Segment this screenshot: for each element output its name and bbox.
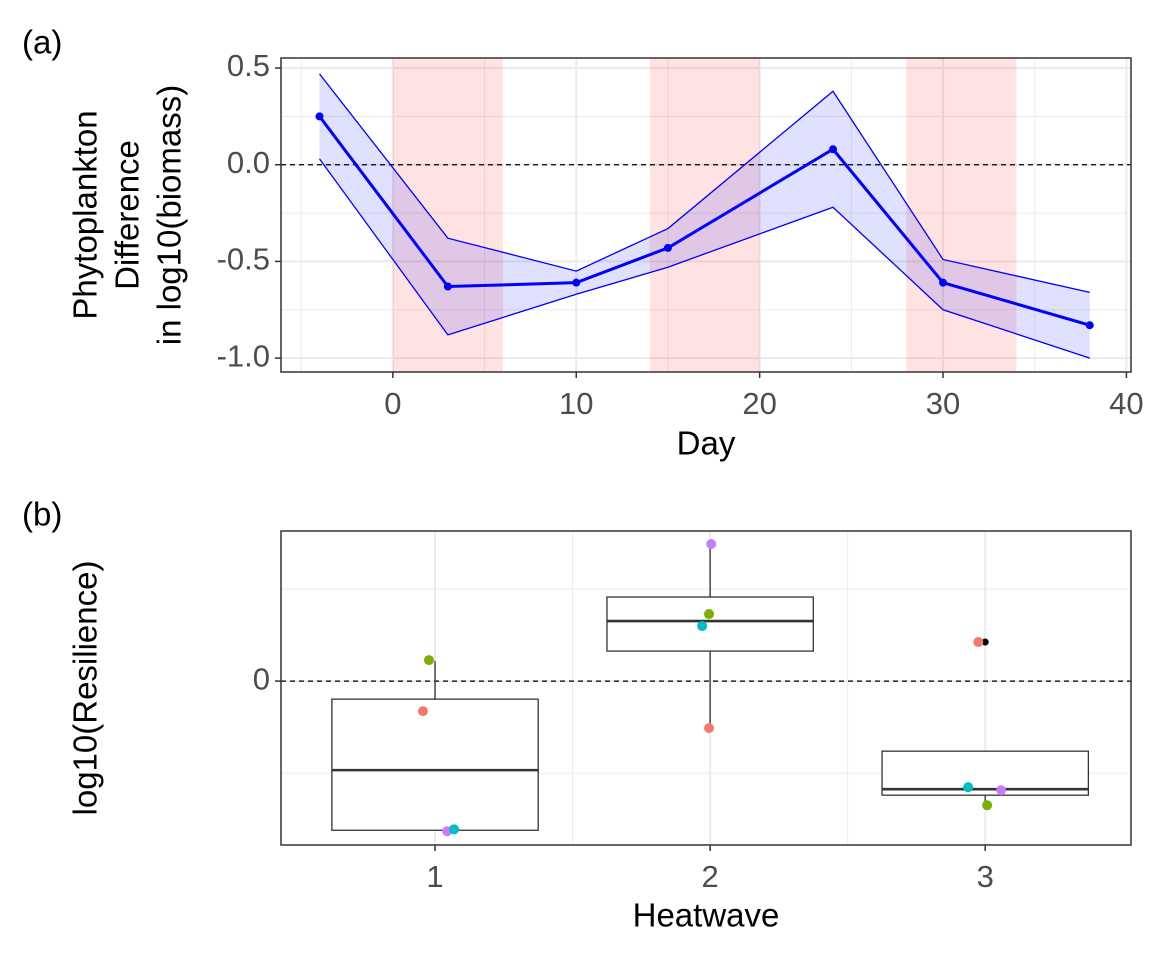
point — [973, 637, 984, 648]
mean-point — [663, 243, 672, 252]
mean-point — [828, 145, 837, 154]
point — [996, 785, 1007, 796]
mean-point — [315, 112, 324, 121]
mean-point — [1085, 321, 1094, 330]
y-axis-title: Difference — [109, 140, 146, 290]
heatwave-shade — [906, 58, 1017, 372]
x-tick-label: 1 — [426, 859, 443, 894]
point — [423, 655, 434, 666]
x-tick-label: 10 — [559, 386, 593, 421]
y-tick-label: 0.0 — [227, 145, 270, 180]
point — [449, 824, 460, 835]
y-axis-title: Phytoplankton — [67, 110, 104, 319]
box — [606, 596, 814, 652]
y-tick-label: 0 — [253, 661, 270, 696]
point — [963, 782, 974, 793]
panel-border — [280, 530, 1132, 846]
point — [704, 609, 715, 620]
x-tick-label: 40 — [1109, 386, 1143, 421]
y-tick-label: -0.5 — [217, 242, 270, 277]
confidence-band — [319, 73, 1090, 359]
panel: (b) 1 2 3 0 Heatwave log10(Resilience) — [22, 496, 1132, 934]
mean-point — [443, 282, 452, 291]
band-edge — [318, 73, 1090, 293]
x-tick-label: 20 — [742, 386, 776, 421]
panel-border — [280, 57, 1132, 373]
mean-point — [572, 278, 581, 287]
mean-point — [939, 278, 948, 287]
point — [417, 706, 428, 717]
point — [697, 621, 708, 632]
x-tick-label: 30 — [926, 386, 960, 421]
x-axis-title: Heatwave — [633, 897, 780, 934]
point — [706, 538, 717, 549]
y-axis-title: log10(Resilience) — [67, 561, 104, 816]
point — [982, 800, 993, 811]
x-tick-label: 2 — [702, 859, 719, 894]
panel: (a) 0 10 20 30 40 0.5 0.0 -0.5 -1.0 Day Phytoplankt… — [22, 24, 1144, 462]
box — [331, 698, 539, 831]
panel-tag: (b) — [22, 496, 62, 533]
y-tick-label: 0.5 — [227, 48, 270, 83]
heatwave-shade — [649, 58, 760, 372]
x-tick-label: 3 — [977, 859, 994, 894]
x-axis-title: Day — [677, 425, 736, 462]
point — [704, 723, 715, 734]
panel-tag: (a) — [22, 24, 62, 61]
outlier — [981, 638, 989, 646]
x-tick-label: 0 — [384, 386, 401, 421]
heatwave-shade — [392, 58, 503, 372]
band-edge — [318, 158, 1090, 359]
y-tick-label: -1.0 — [217, 338, 270, 373]
box — [881, 750, 1090, 796]
y-axis-title: in log10(biomass) — [151, 85, 188, 345]
